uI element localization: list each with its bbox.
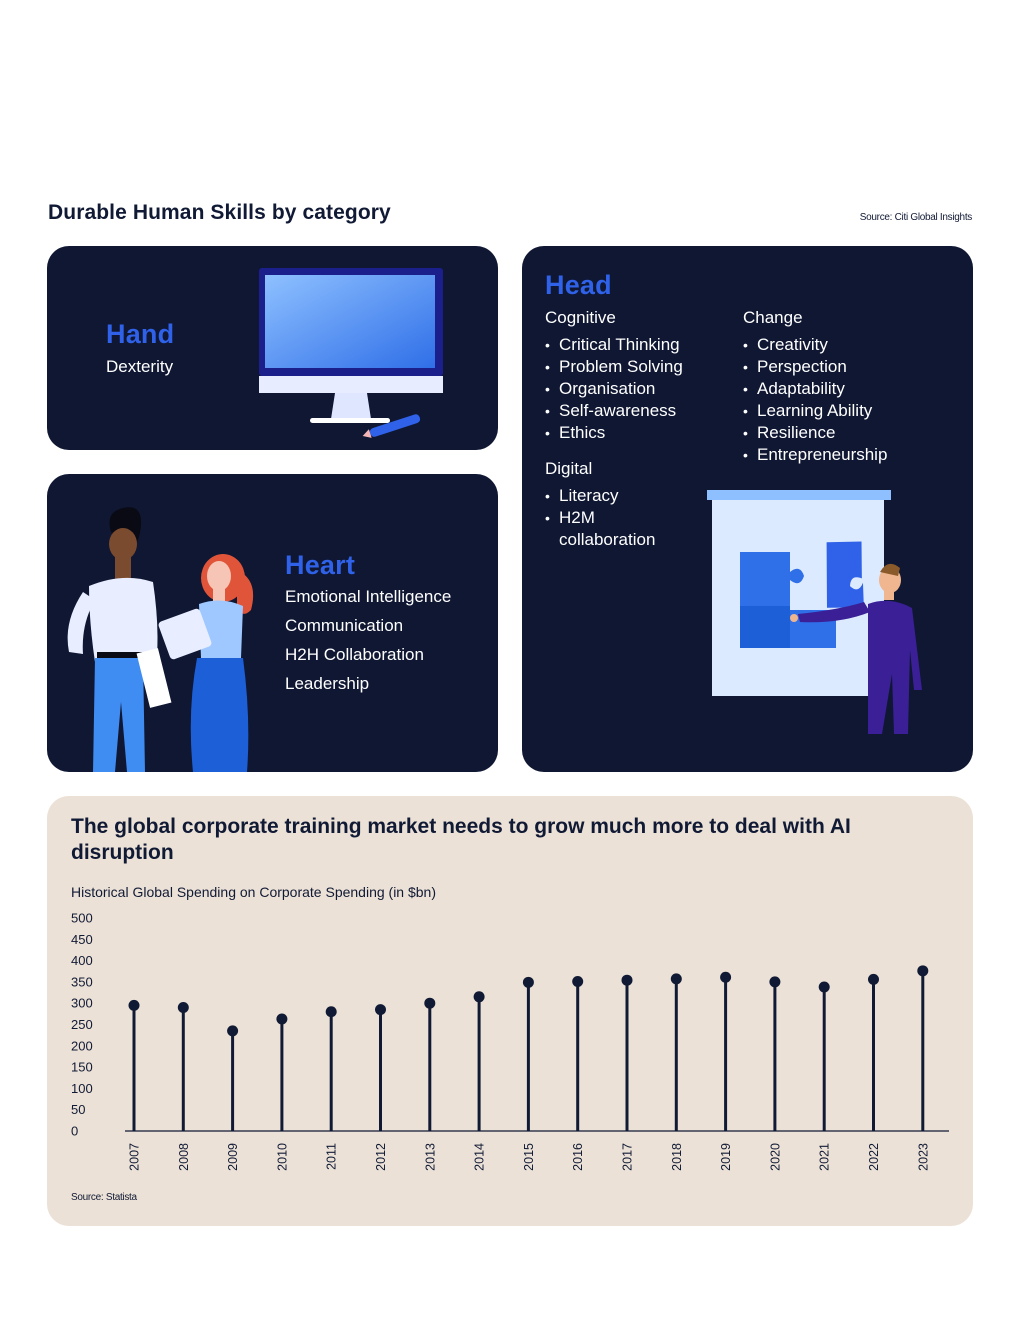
y-tick-label: 0 [71,1124,78,1139]
head-title: Head [545,270,612,300]
chart-panel: The global corporate training market nee… [47,796,973,1226]
lollipop-point [670,973,682,985]
x-tick-label: 2021 [818,1143,832,1171]
x-tick-label: 2016 [571,1143,585,1171]
list-item: Learning Ability [743,400,887,422]
list-item: Critical Thinking [545,334,683,356]
y-tick-label: 350 [71,974,93,989]
list-item: H2M collaboration [545,507,655,551]
chart-title: The global corporate training market nee… [71,815,851,864]
x-tick-label: 2014 [473,1143,487,1171]
x-tick-label: 2011 [325,1143,339,1170]
change-list: Creativity Perspection Adaptability Lear… [743,334,887,466]
chart-subtitle: Historical Global Spending on Corporate … [71,884,436,900]
head-card: Head Cognitive Critical Thinking Problem… [522,246,973,772]
x-tick-label: 2023 [916,1143,930,1171]
lollipop-point [720,971,732,983]
change-label: Change [743,308,803,327]
hand-card: Hand Dexterity [47,246,498,450]
x-tick-label: 2015 [522,1143,536,1171]
x-tick-label: 2010 [275,1143,289,1171]
lollipop-point [227,1025,239,1037]
cognitive-list: Critical Thinking Problem Solving Organi… [545,334,683,444]
cognitive-label: Cognitive [545,308,616,327]
lollipop-chart: 0 50 100 150 200 250 300 350 400 450 500 2007 2008 20… [71,911,949,1171]
digital-list: Literacy H2M collaboration [545,485,655,551]
heart-skill: H2H Collaboration [285,645,424,664]
x-tick-label: 2017 [621,1143,635,1171]
x-tick-label: 2013 [423,1143,437,1171]
y-tick-label: 50 [71,1102,85,1117]
x-tick-label: 2022 [867,1143,881,1171]
heart-skill: Leadership [285,674,370,693]
x-tick-label: 2008 [177,1143,191,1171]
lollipop-point [325,1006,337,1018]
list-item: Adaptability [743,378,887,400]
heart-skill: Communication [285,616,404,635]
list-item: Literacy [545,485,655,507]
lollipop-point [276,1013,288,1025]
list-item: Creativity [743,334,887,356]
lollipop-point [621,974,633,986]
y-tick-label: 200 [71,1038,93,1053]
y-tick-label: 150 [71,1060,93,1075]
y-tick-label: 100 [71,1081,93,1096]
y-tick-label: 500 [71,911,93,926]
lollipop-point [424,997,436,1009]
hand-title: Hand [106,319,175,349]
heart-card: Heart Emotional Intelligence Communicati… [47,474,498,772]
x-tick-label: 2018 [670,1143,684,1171]
lollipop-point [917,965,929,977]
heart-skills-list: Emotional Intelligence Communication H2H… [285,586,451,702]
puzzle-presentation-icon [707,490,922,734]
y-tick-label: 300 [71,996,93,1011]
list-item: Self-awareness [545,400,683,422]
lollipop-point [572,975,584,987]
list-item-line: collaboration [559,530,656,549]
list-item: Ethics [545,422,683,444]
list-item-line: H2M [559,508,595,527]
lollipop-point [868,973,879,985]
digital-label: Digital [545,459,593,478]
list-item: Resilience [743,422,887,444]
x-tick-label: 2007 [128,1143,142,1171]
page-title: Durable Human Skills by category [48,201,391,224]
x-tick-label: 2009 [226,1143,240,1171]
lollipop-point [769,976,781,988]
list-item: Perspection [743,356,887,378]
y-tick-label: 400 [71,953,93,968]
lollipop-point [128,999,140,1011]
hand-skill: Dexterity [106,357,174,376]
lollipop-point [522,976,534,988]
y-tick-label: 250 [71,1017,93,1032]
x-tick-label: 2020 [768,1143,782,1171]
lollipop-point [177,1001,189,1013]
list-item: Entrepreneurship [743,444,887,466]
heart-title: Heart [285,550,356,580]
x-tick-label: 2019 [719,1143,733,1171]
people-collaborating-icon [67,507,254,772]
x-tick-label: 2012 [374,1143,388,1171]
chart-source: Source: Statista [71,1192,137,1203]
source-citation: Source: Citi Global Insights [859,212,973,223]
list-item: Problem Solving [545,356,683,378]
y-tick-label: 450 [71,932,93,947]
heart-skill: Emotional Intelligence [285,587,452,606]
lollipop-point [818,981,830,993]
lollipop-point [473,991,485,1003]
list-item: Organisation [545,378,683,400]
monitor-illustration-icon [259,268,443,438]
lollipop-point [375,1004,386,1016]
